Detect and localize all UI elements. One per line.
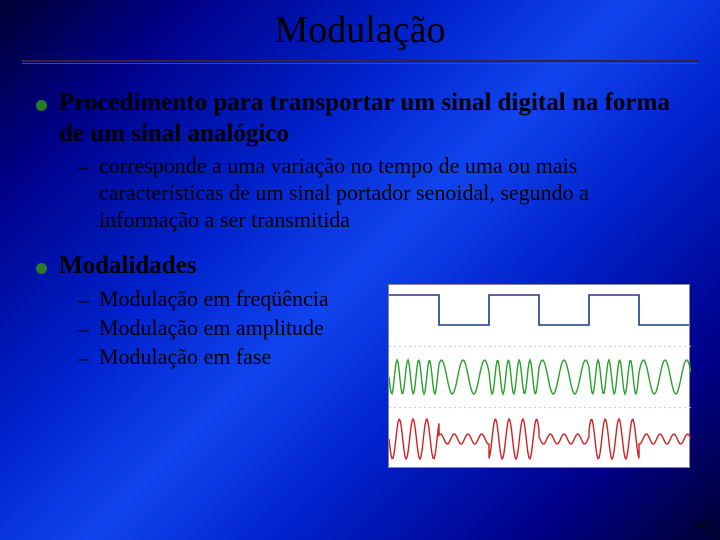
bullet-dot-icon [36, 100, 47, 111]
dash-icon: – [78, 345, 89, 371]
sub-item-0: Modulação em freqüência [99, 286, 329, 313]
bullet-dot-icon [36, 263, 47, 274]
bullet-1-heading: Procedimento para transportar um sinal d… [59, 88, 692, 149]
slide: Modulação Procedimento para transportar … [0, 0, 720, 540]
page-number: 43 [696, 518, 710, 534]
dash-icon: – [78, 287, 89, 313]
chart-svg [389, 285, 691, 469]
sub-item-2: Modulação em fase [99, 344, 271, 371]
dash-icon: – [78, 316, 89, 342]
bullet-1-sub: – corresponde a uma variação no tempo de… [78, 153, 692, 233]
bullet-2-heading: Modalidades [59, 251, 197, 282]
bullet-1-sub-text: corresponde a uma variação no tempo de u… [99, 153, 692, 233]
title-underline [22, 60, 698, 66]
dash-icon: – [78, 154, 89, 180]
modulation-chart [388, 284, 690, 468]
slide-title: Modulação [0, 8, 720, 52]
bullet-1: Procedimento para transportar um sinal d… [36, 88, 692, 149]
bullet-2: Modalidades [36, 251, 692, 282]
sub-item-1: Modulação em amplitude [99, 315, 324, 342]
